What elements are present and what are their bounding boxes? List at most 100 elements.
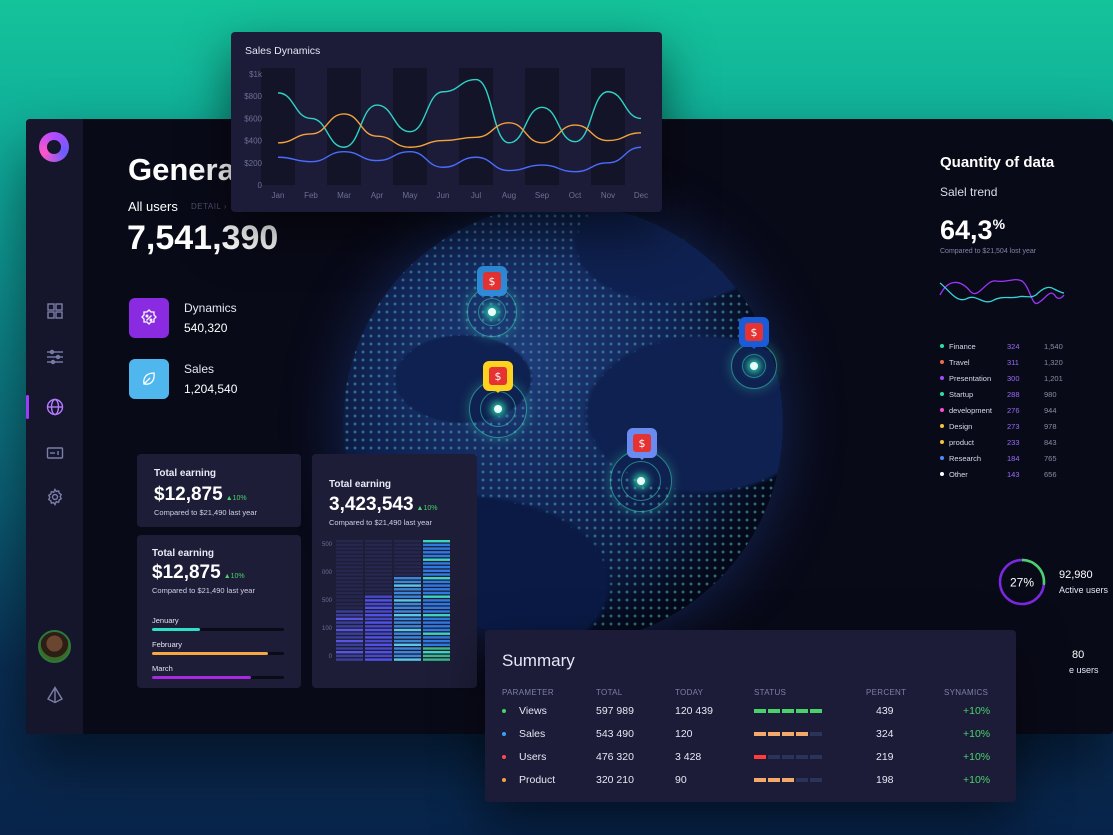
col-header[interactable]: TODAY	[675, 687, 704, 697]
status-segment	[768, 708, 780, 713]
y-tick-label: 0	[258, 181, 263, 190]
month-label: February	[152, 640, 183, 649]
y-tick-label: $600	[244, 114, 262, 123]
heatmap-cell	[336, 647, 363, 650]
active-users-donut[interactable]: 27%	[997, 557, 1047, 607]
legend-item[interactable]: Travel 311 1,320	[940, 354, 1070, 370]
settings-nav[interactable]	[26, 482, 83, 512]
sales-stat[interactable]: Sales 1,204,540	[129, 359, 237, 399]
sales-dynamics-card[interactable]: Sales Dynamics $1k $800 $600 $400 $200 0 Jan Fe…	[231, 32, 662, 212]
heatmap-cell	[394, 628, 421, 632]
heatmap-cell	[394, 658, 421, 661]
heatmap-cell	[365, 614, 392, 617]
summary-row[interactable]: Sales 543 490 120 324 +10%	[502, 722, 990, 745]
col-header[interactable]: STATUS	[754, 687, 787, 697]
series-line[interactable]	[277, 146, 642, 173]
summary-row[interactable]: Views 597 989 120 439 439 +10%	[502, 699, 990, 722]
heatmap-cell	[423, 636, 450, 639]
legend-item[interactable]: Other 143 656	[940, 466, 1070, 482]
summary-card[interactable]: Summary PARAMETER TOTAL TODAY STATUS PER…	[485, 630, 1016, 802]
summary-row[interactable]: Users 476 320 3 428 219 +10%	[502, 745, 990, 768]
dashboard-window: General All users DETAIL › 7,541,390 Dyn…	[26, 119, 1113, 734]
x-tick-label: Oct	[569, 191, 582, 200]
heatmap-cell	[423, 573, 450, 576]
legend-item[interactable]: Finance 324 1,540	[940, 338, 1070, 354]
heatmap-cell	[365, 584, 392, 587]
cards-nav[interactable]	[26, 438, 83, 468]
col-header[interactable]: PERCENT	[866, 687, 907, 697]
heatmap-cell	[394, 577, 421, 580]
legend-item[interactable]: Design 273 978	[940, 418, 1070, 434]
status-segment	[796, 708, 808, 713]
legend-item[interactable]: Research 184 765	[940, 450, 1070, 466]
dynamics-stat[interactable]: Dynamics 540,320	[129, 298, 237, 338]
legend-item[interactable]: Startup 288 980	[940, 386, 1070, 402]
series-line[interactable]	[277, 113, 642, 148]
heatmap-cell	[365, 543, 392, 547]
heatmap-cell	[394, 610, 421, 613]
summary-row[interactable]: Product 320 210 90 198 +10%	[502, 768, 990, 791]
month-progress-list: Jenuary February March	[152, 607, 284, 679]
detail-link[interactable]: DETAIL ›	[191, 202, 228, 211]
heatmap-cell	[394, 547, 421, 550]
dollar-pin-icon[interactable]: $	[739, 317, 769, 349]
users-label-partial: e users	[1069, 665, 1099, 675]
heatmap-cell	[365, 540, 392, 543]
legend-item[interactable]: product 233 843	[940, 434, 1070, 450]
col-header[interactable]: TOTAL	[596, 687, 623, 697]
active-users-label: Active users	[1059, 585, 1109, 595]
col-header[interactable]: SYNAMICS	[944, 687, 989, 697]
heatmap-cell	[336, 595, 363, 598]
earning-card-title: Total earning	[329, 479, 392, 490]
legend-item[interactable]: development 276 944	[940, 402, 1070, 418]
heatmap-cell	[423, 543, 450, 547]
dashboard-nav[interactable]	[26, 296, 83, 326]
earning-card-3[interactable]: Total earning 3,423,543 ▲10% Compared to …	[312, 454, 477, 688]
heatmap-cell	[423, 577, 450, 580]
legend-count: 273	[1007, 421, 1020, 431]
earning-card-title: Total earning	[154, 468, 217, 479]
status-segment	[768, 777, 780, 782]
globe-nav[interactable]	[26, 392, 83, 422]
heatmap-cell	[336, 558, 363, 561]
globe-icon	[46, 398, 63, 416]
heatmap-cell	[336, 588, 363, 591]
growth-badge: ▲10%	[225, 495, 247, 502]
trend-sparkline[interactable]	[938, 269, 1066, 319]
series-line[interactable]	[277, 78, 642, 148]
status-segment	[754, 731, 766, 736]
heatmap-cell	[365, 639, 392, 643]
y-tick-label: $400	[244, 137, 262, 146]
earning-card-compare: Compared to $21,490 last year	[152, 586, 255, 595]
earning-card-2[interactable]: Total earning $12,875 ▲10% Compared to $2…	[137, 535, 301, 688]
sales-line-chart[interactable]: $1k $800 $600 $400 $200 0 Jan Feb Mar Apr May Jun Ju…	[231, 62, 662, 207]
earning-card-1[interactable]: Total earning $12,875 ▲10% Compared to $2…	[137, 454, 301, 527]
dollar-pin-icon[interactable]: $	[477, 266, 507, 298]
heatmap-cell	[394, 562, 421, 565]
dollar-pin-icon[interactable]: $	[627, 428, 657, 460]
earning-heatmap[interactable]: 150010005001000	[322, 538, 467, 668]
heatmap-cell	[365, 580, 392, 584]
growth-badge: ▲10%	[223, 573, 245, 580]
heatmap-cell	[423, 617, 450, 621]
dollar-pin-icon[interactable]: $	[483, 361, 513, 393]
col-header[interactable]: PARAMETER	[502, 687, 554, 697]
prism-nav[interactable]	[26, 680, 83, 710]
status-segment	[782, 777, 794, 782]
user-avatar[interactable]	[38, 630, 71, 663]
percent-cell: 198	[876, 773, 894, 786]
legend-name: Travel	[949, 357, 970, 367]
heatmap-cell	[394, 651, 421, 654]
heatmap-cell	[336, 621, 363, 624]
filters-nav[interactable]	[26, 342, 83, 372]
heatmap-cell	[394, 636, 421, 639]
heatmap-cell	[394, 558, 421, 561]
legend-item[interactable]: Presentation 300 1,201	[940, 370, 1070, 386]
heatmap-cell	[423, 651, 450, 654]
total-cell: 597 989	[596, 704, 634, 717]
heatmap-cell	[336, 543, 363, 547]
app-logo[interactable]	[39, 132, 69, 162]
status-segment	[754, 708, 766, 713]
sidebar	[26, 119, 83, 734]
status-segment	[782, 731, 794, 736]
